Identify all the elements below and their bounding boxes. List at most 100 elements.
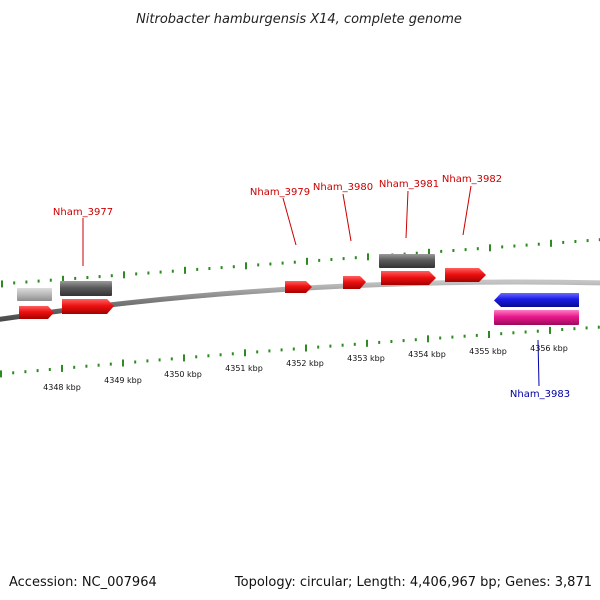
tick-mark <box>147 271 150 275</box>
tick-mark <box>268 349 271 353</box>
tick-mark <box>428 248 430 256</box>
tick-mark <box>451 335 454 339</box>
forward-gene-arrow[interactable] <box>285 281 312 293</box>
tick-mark <box>135 272 138 276</box>
gene-labels: Nham_3977 Nham_3979 Nham_3980 Nham_3981 … <box>53 174 570 400</box>
tick-mark <box>12 371 15 375</box>
tick-mark <box>158 358 161 362</box>
tick-mark <box>171 269 174 273</box>
gene-features <box>17 254 579 325</box>
tick-mark <box>231 352 234 356</box>
tick-mark <box>245 262 247 270</box>
tick-mark <box>464 248 467 252</box>
tick-mark <box>598 238 600 242</box>
forward-gene-arrow[interactable] <box>445 268 486 282</box>
tick-mark <box>293 260 296 264</box>
forward-gene-arrow[interactable] <box>381 271 436 285</box>
kbp-label: 4355 kbp <box>469 347 507 356</box>
tick-mark <box>62 275 64 283</box>
rna-feature-light[interactable] <box>17 288 52 301</box>
tick-mark <box>61 364 63 372</box>
accession-text: Accession: NC_007964 <box>9 575 157 590</box>
tick-mark <box>390 340 393 343</box>
tick-mark <box>97 363 100 367</box>
gene-label[interactable]: Nham_3982 <box>442 174 502 185</box>
tick-mark <box>440 249 443 253</box>
tick-mark <box>524 330 527 334</box>
tick-mark <box>367 253 369 261</box>
tick-mark <box>73 365 76 369</box>
tick-mark <box>269 262 272 266</box>
tick-mark <box>475 333 478 337</box>
tick-mark <box>353 342 356 346</box>
tick-mark <box>561 328 564 331</box>
tick-mark <box>74 276 77 280</box>
tick-mark <box>550 239 552 247</box>
rna-feature-dark[interactable] <box>379 254 435 268</box>
tick-mark <box>378 340 381 344</box>
tick-mark <box>208 267 211 270</box>
kbp-label: 4350 kbp <box>164 370 202 379</box>
tick-mark <box>536 329 539 333</box>
map-title: Nitrobacter hamburgensis X14, complete g… <box>136 12 462 27</box>
tick-mark <box>488 331 490 338</box>
tick-mark <box>573 327 576 331</box>
tick-mark <box>562 240 565 244</box>
tick-mark <box>549 326 551 334</box>
tick-mark <box>98 275 101 279</box>
tick-mark <box>330 258 333 261</box>
tick-mark <box>513 244 516 248</box>
tick-mark <box>170 357 173 361</box>
gene-label[interactable]: Nham_3979 <box>250 187 310 198</box>
tick-mark <box>329 344 332 348</box>
kbp-label: 4356 kbp <box>530 344 568 353</box>
tick-mark <box>196 267 199 271</box>
tick-mark <box>257 263 260 267</box>
tick-mark <box>489 244 491 252</box>
gene-label[interactable]: Nham_3981 <box>379 179 439 190</box>
inner-tick-ring <box>0 325 600 378</box>
tick-mark <box>122 359 124 367</box>
kbp-label: 4354 kbp <box>408 350 446 359</box>
tick-mark <box>109 362 112 366</box>
tick-mark <box>574 240 577 243</box>
tick-mark <box>537 242 540 246</box>
rna-feature-dark[interactable] <box>60 281 112 296</box>
reverse-gene-arrow[interactable] <box>494 293 579 307</box>
tick-mark <box>49 278 52 282</box>
tick-mark <box>183 354 185 362</box>
kbp-label: 4353 kbp <box>347 354 385 363</box>
kbp-label: 4352 kbp <box>286 359 324 368</box>
tick-mark <box>342 257 345 261</box>
tick-mark <box>25 280 28 284</box>
tick-mark <box>427 335 429 343</box>
tick-mark <box>48 368 51 371</box>
tick-mark <box>306 257 308 265</box>
tick-mark <box>36 369 39 373</box>
kbp-label: 4348 kbp <box>43 383 81 392</box>
tick-mark <box>232 265 235 269</box>
gene-label[interactable]: Nham_3983 <box>510 389 570 400</box>
tick-mark <box>476 247 479 251</box>
tick-mark <box>305 344 307 352</box>
tick-mark <box>0 370 2 378</box>
forward-gene-arrow[interactable] <box>62 299 114 314</box>
tick-mark <box>414 338 417 342</box>
tick-mark <box>452 249 455 252</box>
tick-mark <box>463 334 466 338</box>
forward-gene-arrow[interactable] <box>19 306 54 319</box>
forward-gene-arrow[interactable] <box>343 276 366 289</box>
gene-label[interactable]: Nham_3980 <box>313 182 373 193</box>
tick-mark <box>134 360 137 364</box>
tick-mark <box>292 347 295 351</box>
genome-summary-text: Topology: circular; Length: 4,406,967 bp… <box>234 575 592 590</box>
gene-label[interactable]: Nham_3977 <box>53 207 113 218</box>
tick-mark <box>159 270 162 274</box>
tick-mark <box>280 348 283 352</box>
tick-mark <box>256 350 259 354</box>
tick-mark <box>512 331 515 335</box>
reverse-cds-feature[interactable] <box>494 310 579 325</box>
tick-mark <box>500 332 503 336</box>
tick-mark <box>317 345 320 349</box>
